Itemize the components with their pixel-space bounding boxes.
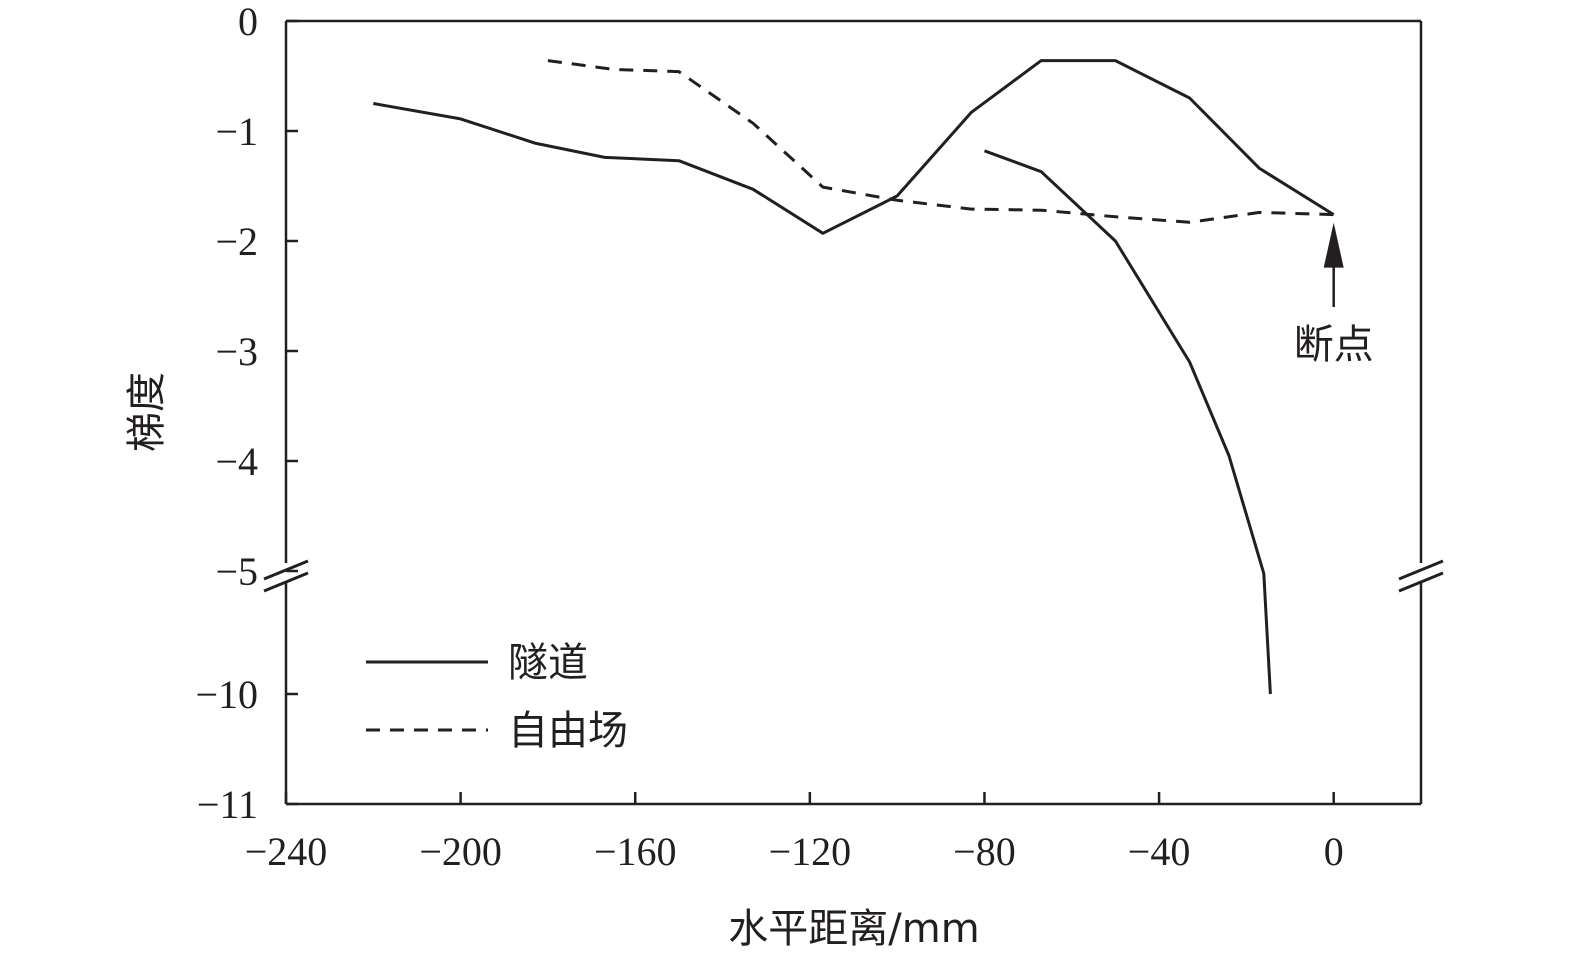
annotation-arrowhead bbox=[1323, 222, 1344, 268]
annotation-layer: 断点 bbox=[1294, 222, 1374, 368]
axis-break-slash bbox=[1398, 571, 1444, 593]
x-tick-label: 0 bbox=[1324, 829, 1344, 874]
series-line-1 bbox=[983, 149, 1272, 695]
x-axis-title: 水平距离/mm bbox=[728, 906, 979, 952]
y-tick-label: −5 bbox=[215, 549, 258, 594]
x-tick-label: −80 bbox=[953, 829, 1016, 874]
x-tick-label: −240 bbox=[245, 829, 328, 874]
series-line-0 bbox=[373, 59, 1335, 235]
y-tick-label: −10 bbox=[195, 672, 258, 717]
y-tick-label: −11 bbox=[197, 782, 258, 827]
legend-item: 隧道 bbox=[366, 640, 588, 686]
y-tick-label: −2 bbox=[215, 219, 258, 264]
y-tick-label: −4 bbox=[215, 439, 258, 484]
annotation-label: 断点 bbox=[1294, 322, 1374, 368]
y-tick-label: 0 bbox=[238, 0, 258, 44]
annotation-breakpoint: 断点 bbox=[1294, 222, 1374, 368]
y-tick-label: −1 bbox=[215, 109, 258, 154]
legend-label: 自由场 bbox=[508, 708, 628, 754]
x-tick-label: −160 bbox=[594, 829, 677, 874]
y-axis-title: 梯度 bbox=[124, 372, 170, 452]
legend-item: 自由场 bbox=[366, 708, 628, 754]
legend-label: 隧道 bbox=[508, 640, 588, 686]
x-tick-label: −120 bbox=[769, 829, 852, 874]
series-line-2 bbox=[547, 59, 1334, 224]
axis-break-right bbox=[1398, 559, 1444, 593]
x-tick-label: −200 bbox=[419, 829, 502, 874]
axis-break-slash bbox=[263, 571, 309, 593]
x-tick-label: −40 bbox=[1128, 829, 1191, 874]
series-layer bbox=[373, 59, 1335, 695]
axes: −240 −200 −160 −120 −80 −40 0 0 −1 −2 −3 −4 −5 −10 −11… bbox=[124, 0, 1444, 952]
axis-break-slash bbox=[1398, 559, 1444, 581]
y-tick-label: −3 bbox=[215, 329, 258, 374]
